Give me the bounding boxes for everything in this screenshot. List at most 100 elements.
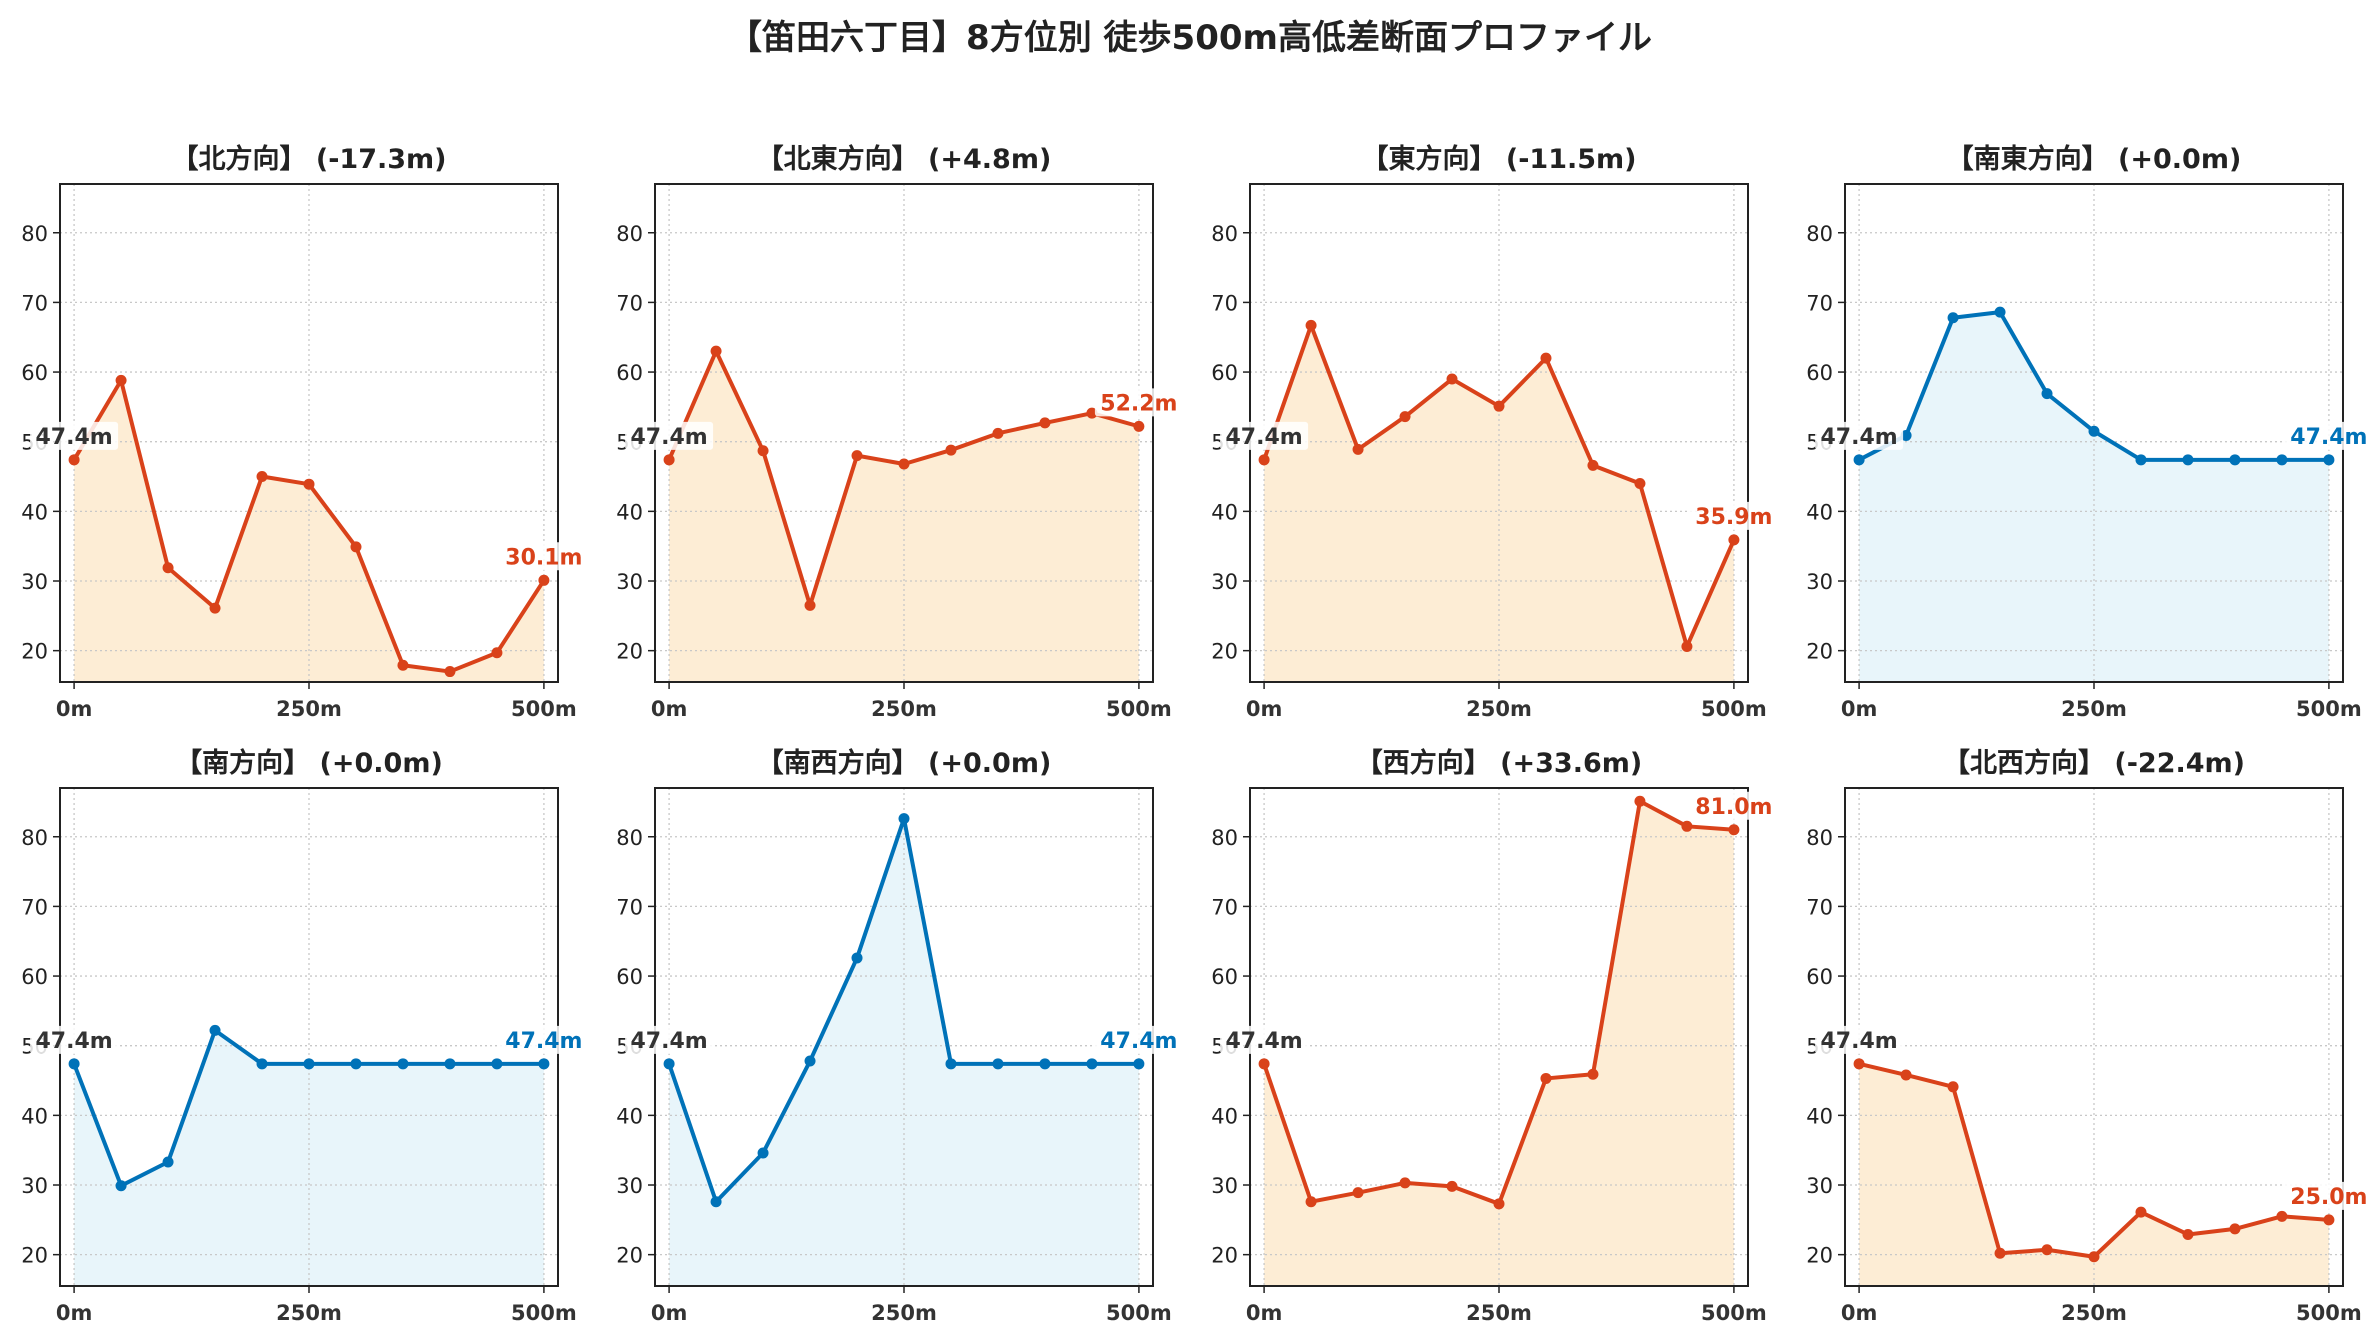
data-point bbox=[1305, 319, 1317, 331]
y-tick-label: 60 bbox=[1806, 361, 1833, 385]
y-tick-label: 80 bbox=[1806, 222, 1833, 246]
x-tick-label: 500m bbox=[2296, 697, 2362, 721]
start-label: 47.4m bbox=[630, 425, 707, 450]
chart-panel: 【北西方向】 (-22.4m)203040506070800m250m500m4… bbox=[1806, 747, 2373, 1325]
data-point bbox=[256, 471, 268, 483]
x-tick-label: 500m bbox=[511, 697, 577, 721]
data-point bbox=[2135, 454, 2147, 466]
data-point bbox=[1258, 454, 1270, 466]
start-label-bg bbox=[30, 1025, 119, 1054]
end-label: 81.0m bbox=[1695, 795, 1772, 820]
data-point bbox=[2041, 388, 2053, 400]
data-point bbox=[710, 345, 722, 357]
data-point bbox=[1086, 1058, 1098, 1070]
data-point bbox=[1853, 1058, 1865, 1070]
y-tick-label: 80 bbox=[21, 222, 48, 246]
data-point bbox=[350, 541, 362, 553]
x-tick-label: 0m bbox=[56, 697, 93, 721]
area-fill bbox=[1859, 312, 2329, 682]
x-tick-label: 250m bbox=[871, 697, 937, 721]
data-point bbox=[1493, 400, 1505, 412]
data-point bbox=[1540, 1072, 1552, 1084]
start-label-bg bbox=[1220, 421, 1309, 450]
data-point bbox=[303, 1058, 315, 1070]
data-point bbox=[538, 1058, 550, 1070]
data-point bbox=[2323, 454, 2335, 466]
data-point bbox=[1352, 1187, 1364, 1199]
y-tick-label: 20 bbox=[1806, 640, 1833, 664]
y-tick-label: 80 bbox=[1211, 826, 1238, 850]
y-tick-label: 20 bbox=[1806, 1244, 1833, 1268]
data-point bbox=[2041, 1244, 2053, 1256]
data-point bbox=[1728, 824, 1740, 836]
data-point bbox=[1258, 1058, 1270, 1070]
x-tick-label: 500m bbox=[1701, 1301, 1767, 1325]
start-label-bg bbox=[30, 421, 119, 450]
data-point bbox=[115, 1180, 127, 1192]
data-point bbox=[804, 1055, 816, 1067]
data-point bbox=[2135, 1206, 2147, 1218]
data-point bbox=[209, 1024, 221, 1036]
y-tick-label: 20 bbox=[21, 1244, 48, 1268]
data-point bbox=[1133, 1058, 1145, 1070]
y-tick-label: 80 bbox=[616, 826, 643, 850]
y-tick-label: 80 bbox=[1211, 222, 1238, 246]
x-tick-label: 0m bbox=[1246, 1301, 1283, 1325]
data-point bbox=[68, 1058, 80, 1070]
start-label: 47.4m bbox=[1225, 1029, 1302, 1054]
start-label-bg bbox=[625, 421, 714, 450]
y-tick-label: 30 bbox=[616, 570, 643, 594]
y-tick-label: 30 bbox=[21, 1174, 48, 1198]
start-label: 47.4m bbox=[630, 1029, 707, 1054]
y-tick-label: 80 bbox=[616, 222, 643, 246]
data-point bbox=[804, 599, 816, 611]
x-tick-label: 250m bbox=[871, 1301, 937, 1325]
data-point bbox=[1728, 534, 1740, 546]
data-point bbox=[162, 562, 174, 574]
y-tick-label: 40 bbox=[1211, 500, 1238, 524]
end-label: 47.4m bbox=[1100, 1029, 1177, 1054]
chart-title: 【東方向】 (-11.5m) bbox=[1361, 143, 1636, 175]
data-point bbox=[851, 450, 863, 462]
data-point bbox=[1446, 1180, 1458, 1192]
data-point bbox=[1587, 1068, 1599, 1080]
start-label-bg bbox=[1220, 1025, 1309, 1054]
data-point bbox=[1994, 306, 2006, 318]
y-tick-label: 60 bbox=[21, 965, 48, 989]
end-label: 35.9m bbox=[1695, 505, 1772, 530]
data-point bbox=[757, 1147, 769, 1159]
data-point bbox=[162, 1156, 174, 1168]
data-point bbox=[1133, 420, 1145, 432]
data-point bbox=[2182, 454, 2194, 466]
chart-title: 【北東方向】 (+4.8m) bbox=[757, 143, 1052, 175]
data-point bbox=[115, 374, 127, 386]
y-tick-label: 40 bbox=[616, 500, 643, 524]
data-point bbox=[992, 427, 1004, 439]
end-label: 47.4m bbox=[505, 1029, 582, 1054]
y-tick-label: 30 bbox=[1806, 1174, 1833, 1198]
x-tick-label: 0m bbox=[1246, 697, 1283, 721]
area-fill bbox=[669, 351, 1139, 682]
data-point bbox=[663, 1058, 675, 1070]
start-label-bg bbox=[1815, 1025, 1904, 1054]
data-point bbox=[1994, 1247, 2006, 1259]
chart-panel: 【南東方向】 (+0.0m)203040506070800m250m500m47… bbox=[1806, 143, 2373, 721]
data-point bbox=[2323, 1214, 2335, 1226]
data-point bbox=[1947, 312, 1959, 324]
data-point bbox=[1352, 443, 1364, 455]
data-point bbox=[1086, 407, 1098, 419]
data-point bbox=[992, 1058, 1004, 1070]
data-point bbox=[1900, 1069, 1912, 1081]
y-tick-label: 70 bbox=[1806, 895, 1833, 919]
data-point bbox=[898, 458, 910, 470]
y-tick-label: 60 bbox=[1211, 965, 1238, 989]
y-tick-label: 80 bbox=[21, 826, 48, 850]
chart-panel: 【南西方向】 (+0.0m)203040506070800m250m500m47… bbox=[616, 747, 1183, 1325]
data-point bbox=[1540, 352, 1552, 364]
y-tick-label: 40 bbox=[616, 1104, 643, 1128]
data-point bbox=[538, 574, 550, 586]
y-tick-label: 60 bbox=[616, 965, 643, 989]
data-point bbox=[1305, 1196, 1317, 1208]
end-label: 30.1m bbox=[505, 545, 582, 570]
